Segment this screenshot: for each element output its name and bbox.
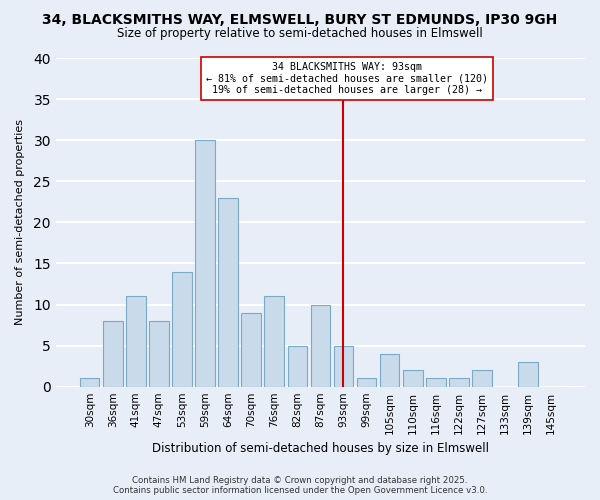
Text: Contains HM Land Registry data © Crown copyright and database right 2025.
Contai: Contains HM Land Registry data © Crown c… [113,476,487,495]
Bar [103,321,122,386]
Bar [334,346,353,387]
Y-axis label: Number of semi-detached properties: Number of semi-detached properties [15,120,25,326]
Bar [149,321,169,386]
Bar [195,140,215,386]
Text: 34, BLACKSMITHS WAY, ELMSWELL, BURY ST EDMUNDS, IP30 9GH: 34, BLACKSMITHS WAY, ELMSWELL, BURY ST E… [43,12,557,26]
Bar [380,354,400,386]
Bar [449,378,469,386]
Text: 34 BLACKSMITHS WAY: 93sqm
← 81% of semi-detached houses are smaller (120)
19% of: 34 BLACKSMITHS WAY: 93sqm ← 81% of semi-… [206,62,488,96]
Bar [426,378,446,386]
Bar [472,370,492,386]
Bar [218,198,238,386]
Bar [241,312,261,386]
Bar [265,296,284,386]
Bar [403,370,422,386]
Bar [357,378,376,386]
Bar [172,272,192,386]
Bar [80,378,100,386]
Text: Size of property relative to semi-detached houses in Elmswell: Size of property relative to semi-detach… [117,28,483,40]
Bar [311,304,330,386]
X-axis label: Distribution of semi-detached houses by size in Elmswell: Distribution of semi-detached houses by … [152,442,489,455]
Bar [518,362,538,386]
Bar [126,296,146,386]
Bar [287,346,307,387]
